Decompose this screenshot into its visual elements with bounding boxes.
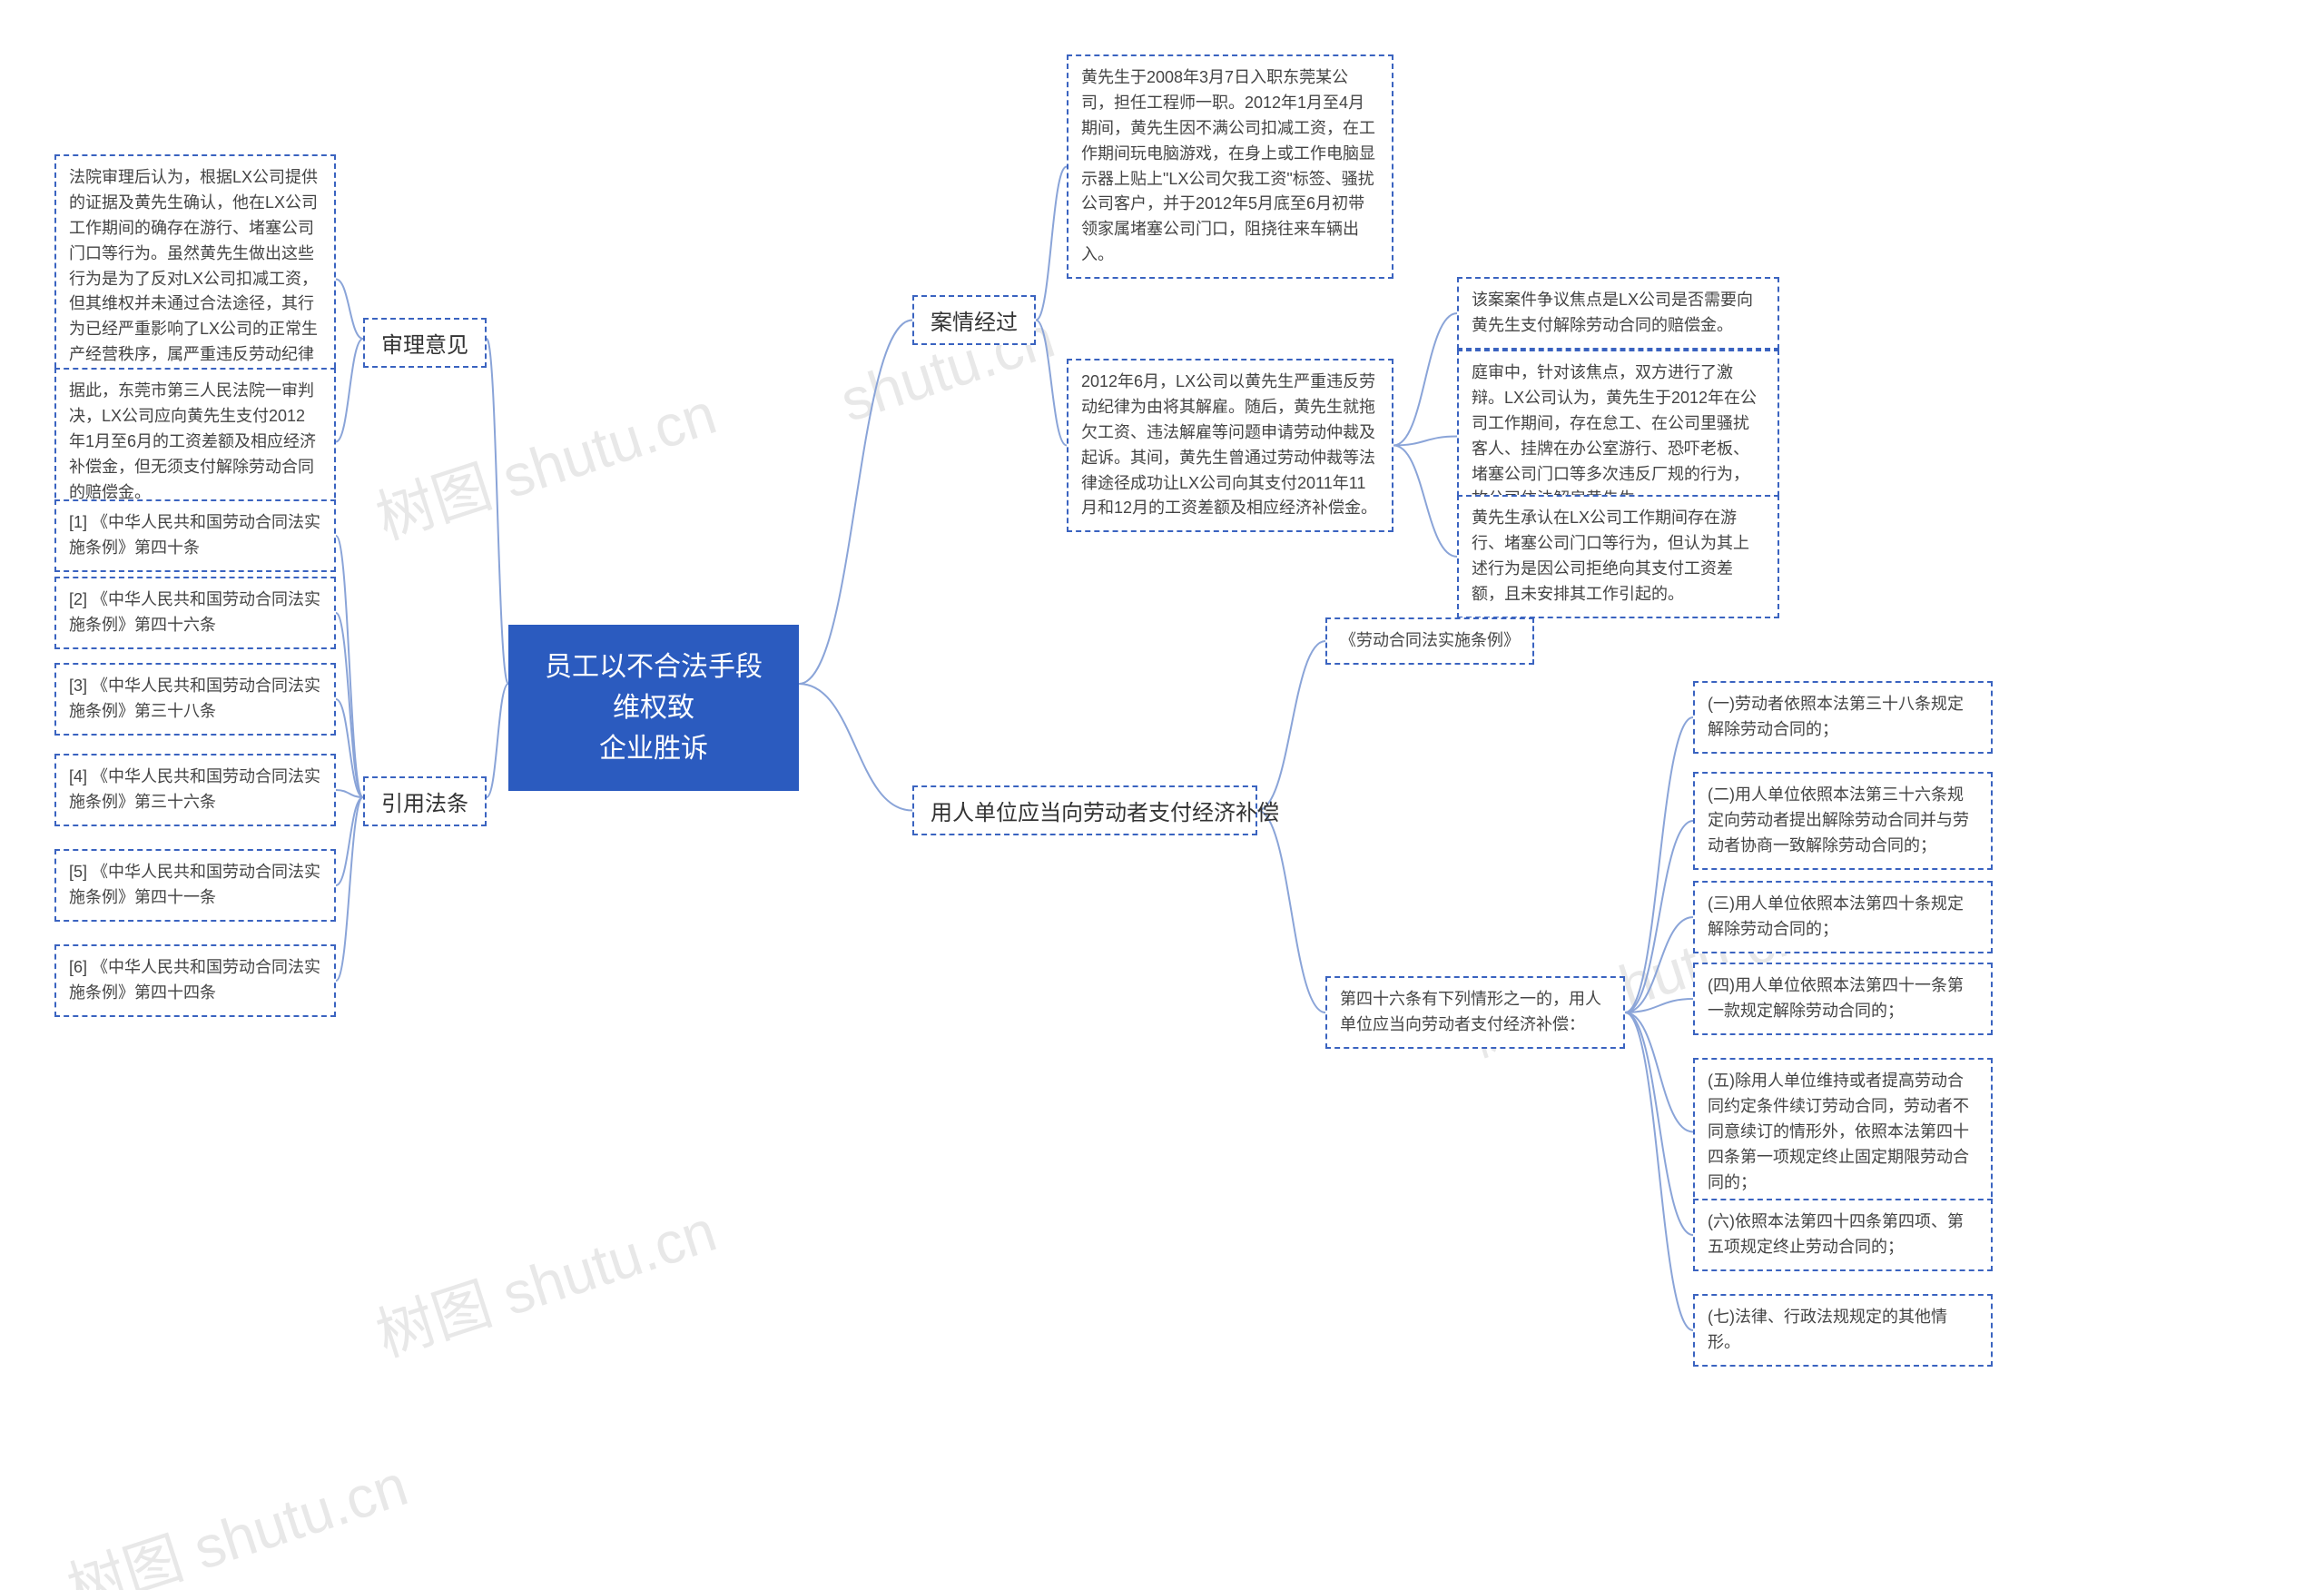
leaf-node: 第四十六条有下列情形之一的，用人单位应当向劳动者支付经济补偿： [1325, 976, 1625, 1049]
leaf-node: 据此，东莞市第三人民法院一审判决，LX公司应向黄先生支付2012年1月至6月的工… [54, 368, 336, 516]
branch-node: 引用法条 [363, 776, 487, 826]
watermark: 树图 shutu.cn [365, 1185, 725, 1373]
branch-node: 案情经过 [912, 295, 1036, 345]
leaf-node: 黄先生承认在LX公司工作期间存在游行、堵塞公司门口等行为，但认为其上述行为是因公… [1457, 495, 1779, 618]
leaf-node: (七)法律、行政法规规定的其他情形。 [1693, 1294, 1993, 1367]
leaf-node: [4] 《中华人民共和国劳动合同法实施条例》第三十六条 [54, 754, 336, 826]
leaf-node: 法院审理后认为，根据LX公司提供的证据及黄先生确认，他在LX公司工作期间的确存在… [54, 154, 336, 404]
leaf-node: (一)劳动者依照本法第三十八条规定解除劳动合同的； [1693, 681, 1993, 754]
root-node: 员工以不合法手段维权致企业胜诉 [508, 625, 799, 791]
branch-node: 用人单位应当向劳动者支付经济补偿 [912, 785, 1257, 835]
leaf-node: 该案案件争议焦点是LX公司是否需要向黄先生支付解除劳动合同的赔偿金。 [1457, 277, 1779, 350]
leaf-node: [1] 《中华人民共和国劳动合同法实施条例》第四十条 [54, 499, 336, 572]
leaf-node: (四)用人单位依照本法第四十一条第一款规定解除劳动合同的； [1693, 963, 1993, 1035]
leaf-node: [5] 《中华人民共和国劳动合同法实施条例》第四十一条 [54, 849, 336, 922]
leaf-node: [6] 《中华人民共和国劳动合同法实施条例》第四十四条 [54, 944, 336, 1017]
leaf-node: (五)除用人单位维持或者提高劳动合同约定条件续订劳动合同，劳动者不同意续订的情形… [1693, 1058, 1993, 1206]
leaf-node: (二)用人单位依照本法第三十六条规定向劳动者提出解除劳动合同并与劳动者协商一致解… [1693, 772, 1993, 870]
leaf-node: [2] 《中华人民共和国劳动合同法实施条例》第四十六条 [54, 577, 336, 649]
branch-node: 审理意见 [363, 318, 487, 368]
leaf-node: 黄先生于2008年3月7日入职东莞某公司，担任工程师一职。2012年1月至4月期… [1067, 54, 1393, 279]
leaf-node: (三)用人单位依照本法第四十条规定解除劳动合同的； [1693, 881, 1993, 953]
watermark: 树图 shutu.cn [365, 368, 725, 556]
leaf-node: 2012年6月，LX公司以黄先生严重违反劳动纪律为由将其解雇。随后，黄先生就拖欠… [1067, 359, 1393, 532]
leaf-node: (六)依照本法第四十四条第四项、第五项规定终止劳动合同的； [1693, 1199, 1993, 1271]
leaf-node: 《劳动合同法实施条例》 [1325, 617, 1534, 665]
leaf-node: [3] 《中华人民共和国劳动合同法实施条例》第三十八条 [54, 663, 336, 736]
watermark: 树图 shutu.cn [56, 1439, 417, 1590]
